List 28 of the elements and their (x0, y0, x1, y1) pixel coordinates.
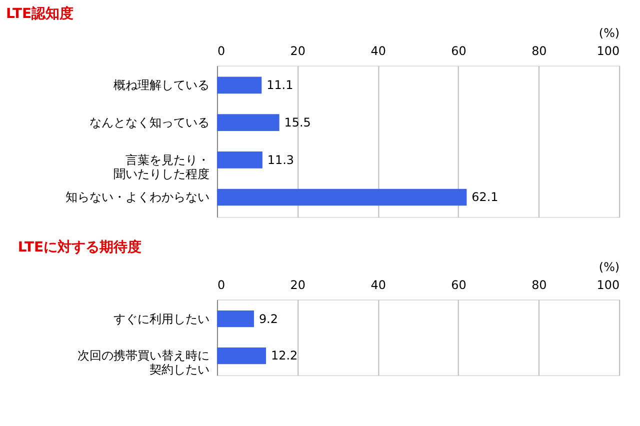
text: LTEに対する期待度 (18, 238, 142, 256)
y-tick-label: なんとなく知っている (90, 116, 210, 130)
x-axis-title: (%) (598, 260, 620, 274)
x-tick-label: 60 (451, 278, 466, 292)
data-label: 15.5 (284, 116, 311, 130)
x-tick-label: 80 (532, 44, 547, 58)
x-tick-label: 20 (290, 278, 306, 292)
x-tick-label: 100 (596, 278, 620, 292)
x-tick-label: 80 (532, 278, 547, 292)
x-tick-label: 40 (370, 44, 386, 58)
text: LTE認知度 (6, 4, 74, 22)
x-axis-title: (%) (598, 26, 620, 40)
y-tick-label: 次回の携帯買い替え時に契約したい (78, 348, 210, 377)
y-tick-label: 言葉を見たり・聞いたりした程度 (114, 152, 210, 181)
data-label: 62.1 (472, 190, 498, 204)
x-tick-label: 100 (596, 44, 620, 58)
data-label: 11.1 (266, 78, 294, 92)
x-tick-label: 40 (370, 278, 386, 292)
x-tick-label: 60 (451, 44, 466, 58)
x-tick-label: 20 (290, 44, 306, 58)
x-tick-label: 0 (217, 278, 226, 292)
y-tick-label: 知らない・よくわからない (66, 190, 210, 204)
y-tick-label: すぐに利用したい (114, 312, 210, 326)
y-tick-label: 概ね理解している (114, 78, 210, 92)
data-label: 9.2 (258, 312, 278, 326)
data-label: 11.3 (267, 152, 294, 167)
x-tick-label: 0 (217, 44, 226, 58)
data-label: 12.2 (271, 348, 298, 363)
